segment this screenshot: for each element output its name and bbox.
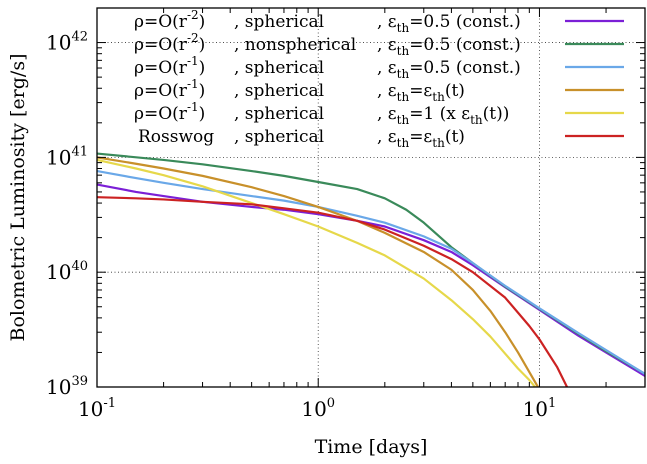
y-tick-exponent: 39 (71, 374, 88, 389)
series-line-2 (97, 152, 645, 376)
legend-density-exponent: -1 (187, 77, 199, 91)
x-tick-base: 10 (78, 397, 103, 421)
legend-eps-rest: =0.5 (const.) (409, 58, 521, 78)
legend-entry-3: ρ=O(r-1) , spherical , εth=0.5 (const.) (134, 54, 624, 81)
x-tick-base: 10 (301, 397, 326, 421)
legend-eps-tail: (t) (445, 127, 465, 147)
legend-eps-rest: =1 (x ε (409, 104, 470, 124)
legend-entry-1: ρ=O(r-2) , spherical , εth=0.5 (const.) (134, 8, 624, 35)
y-tick-base: 10 (46, 31, 71, 55)
legend-eps-tail: (t) (445, 81, 465, 101)
legend-density-exponent: -2 (187, 8, 199, 22)
y-tick-exponent: 42 (71, 30, 88, 45)
legend-eps-rest: =ε (409, 127, 432, 147)
y-tick-exponent: 41 (71, 144, 88, 159)
x-tick-exponent: 0 (327, 396, 335, 411)
legend-density-close: ) (199, 35, 206, 55)
legend-eps-prefix: , ε (377, 81, 397, 101)
legend-density-text: ρ=O(r (134, 35, 188, 55)
legend-eps-subscript: th (470, 113, 483, 127)
legend-eps-prefix: , ε (377, 127, 397, 147)
series-line-1 (97, 183, 645, 377)
legend-entry-5: ρ=O(r-1), spherical, εth=1 (x εth(t)) (134, 100, 624, 127)
legend-density-text: ρ=O(r (134, 58, 188, 78)
legend-density: Rosswog (138, 127, 214, 147)
series-line-3 (97, 169, 645, 376)
legend-eps-subscript: th (397, 67, 410, 81)
legend-entry-4: ρ=O(r-1), spherical, εth=εth(t) (134, 77, 624, 104)
legend-eps-subscript: th (397, 90, 410, 104)
legend-geometry: , spherical (234, 127, 324, 147)
y-tick-label: 1042 (46, 30, 88, 55)
x-axis-title: Time [days] (315, 436, 428, 458)
x-tick-label: 100 (301, 396, 335, 421)
legend-density: ρ=O(r-1) (134, 100, 205, 124)
legend-density-close: ) (199, 104, 206, 124)
series-line-6 (97, 196, 569, 387)
series-line-4 (97, 156, 540, 387)
legend-density: ρ=O(r-2) (134, 31, 205, 55)
legend-eps-subscript: th (397, 44, 410, 58)
legend-geometry: , spherical (234, 81, 324, 101)
legend-eps-rest: =ε (409, 81, 432, 101)
legend-density-text: ρ=O(r (134, 104, 188, 124)
y-axis-title: Bolometric Luminosity [erg/s] (7, 54, 29, 342)
legend-geometry: , nonspherical (234, 35, 356, 55)
legend-density-exponent: -2 (187, 31, 199, 45)
y-tick-label: 1041 (46, 144, 88, 169)
legend-density: ρ=O(r-1) (134, 54, 205, 78)
legend-eps-rest: =0.5 (const.) (409, 12, 521, 32)
x-tick-label: 101 (523, 396, 557, 421)
legend-density-close: ) (199, 12, 206, 32)
legend-entry-2: ρ=O(r-2) , nonspherical , εth=0.5 (const.) (134, 31, 624, 58)
y-tick-base: 10 (46, 260, 71, 284)
legend-efficiency: , εth=0.5 (const.) (377, 58, 521, 81)
y-tick-exponent: 40 (71, 259, 88, 274)
legend-eps-subscript: th (432, 90, 445, 104)
legend-eps-prefix: , ε (377, 35, 397, 55)
legend-eps-prefix: , ε (377, 12, 397, 32)
x-tick-exponent: -1 (103, 396, 116, 411)
legend-density-close: ) (199, 58, 206, 78)
legend-eps-tail: (t)) (483, 104, 510, 124)
x-tick-base: 10 (523, 397, 548, 421)
legend-eps-subscript: th (397, 113, 410, 127)
y-tick-base: 10 (46, 375, 71, 399)
legend-geometry: , spherical (234, 12, 324, 32)
legend-density: ρ=O(r-2) (134, 8, 205, 32)
legend-efficiency: , εth=0.5 (const.) (377, 35, 521, 58)
x-tick-label: 10-1 (78, 396, 116, 421)
legend-efficiency: , εth=1 (x εth(t)) (377, 104, 509, 127)
grid-lines (97, 8, 645, 387)
legend-density-exponent: -1 (187, 100, 199, 114)
y-tick-label: 1039 (46, 374, 88, 399)
legend-density-close: ) (199, 81, 206, 101)
legend-density: ρ=O(r-1) (134, 77, 205, 101)
series-layer (97, 152, 645, 387)
legend-density-exponent: -1 (187, 54, 199, 68)
x-tick-exponent: 1 (548, 396, 556, 411)
legend-density-text: ρ=O(r (134, 81, 188, 101)
legend-efficiency: , εth=εth(t) (377, 81, 465, 104)
legend-eps-prefix: , ε (377, 104, 397, 124)
legend-density-text: ρ=O(r (134, 12, 188, 32)
legend: ρ=O(r-2), spherical, εth=0.5 (const.)ρ=O… (134, 8, 624, 150)
y-tick-label: 1040 (46, 259, 88, 284)
y-tick-base: 10 (46, 145, 71, 169)
legend-eps-subscript: th (432, 136, 445, 150)
legend-eps-subscript: th (397, 21, 410, 35)
legend-geometry: , spherical (234, 58, 324, 78)
legend-entry-6: Rosswog, spherical, εth=εth(t) (138, 127, 624, 150)
legend-eps-rest: =0.5 (const.) (409, 35, 521, 55)
legend-density-text: Rosswog (138, 127, 214, 147)
plot-frame (96, 7, 646, 388)
legend-eps-subscript: th (397, 136, 410, 150)
legend-efficiency: , εth=0.5 (const.) (377, 12, 521, 35)
legend-efficiency: , εth=εth(t) (377, 127, 465, 150)
series-line-5 (97, 158, 537, 387)
legend-eps-prefix: , ε (377, 58, 397, 78)
legend-geometry: , spherical (234, 104, 324, 124)
